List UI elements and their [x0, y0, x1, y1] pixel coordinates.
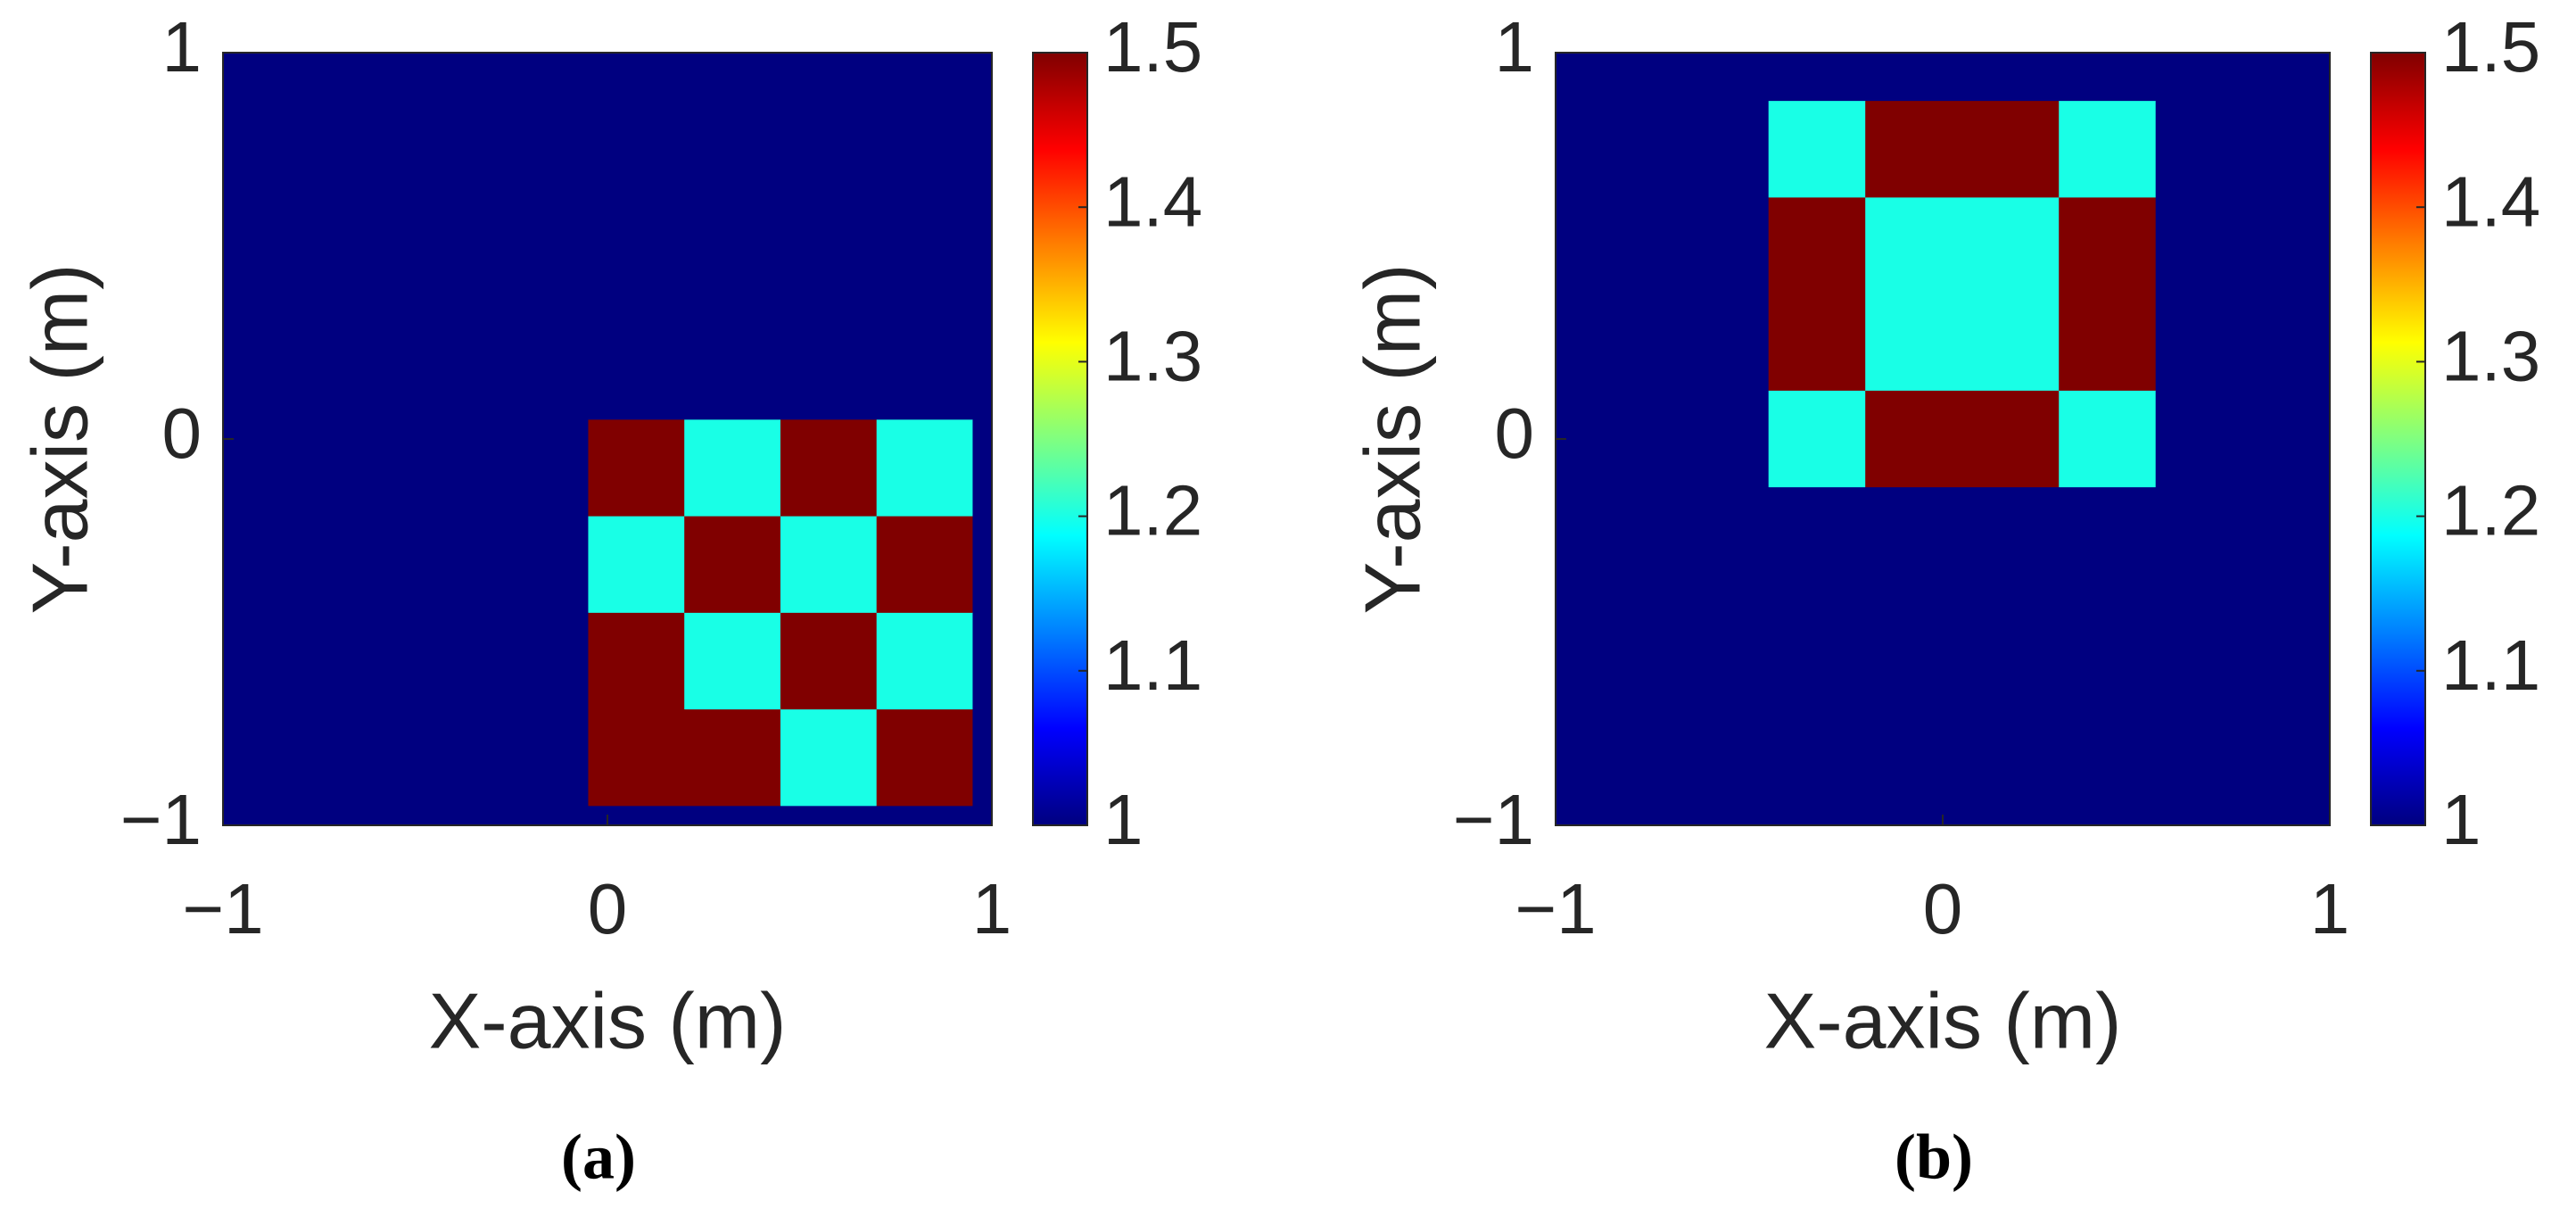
- colorbar-tick-label: 1.5: [1103, 7, 1202, 87]
- heatmap-cell: [972, 516, 993, 614]
- heatmap-cell: [876, 53, 973, 420]
- heatmap-cell: [972, 709, 993, 807]
- heatmap-cell: [2155, 390, 2331, 488]
- heatmap-cell: [223, 419, 589, 517]
- heatmap-cell: [1556, 487, 1770, 826]
- colorbar-tick-label: 1.3: [1103, 317, 1202, 396]
- heatmap-cell: [684, 709, 781, 807]
- heatmap-cell: [876, 709, 973, 807]
- heatmap-cell: [972, 53, 993, 420]
- heatmap-cell: [1556, 101, 1770, 198]
- heatmap-cell: [972, 806, 993, 826]
- x-tick-label: 0: [588, 869, 628, 948]
- x-axis-label: X-axis (m): [1764, 976, 2122, 1064]
- heatmap-cell: [2155, 101, 2331, 198]
- caption: (a): [561, 1122, 636, 1193]
- heatmap-cell: [1556, 197, 1770, 392]
- heatmap-cell: [1768, 390, 1866, 488]
- heatmap-cell: [2059, 197, 2157, 392]
- heatmap-cell: [876, 806, 973, 826]
- y-tick-label: 1: [1495, 7, 1535, 87]
- colorbar-tick-label: 1: [2441, 780, 2481, 859]
- heatmap-cell: [876, 612, 973, 710]
- y-axis-label: Y-axis (m): [15, 264, 103, 615]
- heatmap-cell: [2059, 487, 2157, 826]
- colorbar-tick-label: 1: [1103, 780, 1144, 859]
- heatmap-cell: [972, 612, 993, 710]
- heatmap-cell: [1556, 390, 1770, 488]
- heatmap-cell: [684, 419, 781, 517]
- x-tick-label: 1: [972, 869, 1012, 948]
- colorbar: [1032, 52, 1088, 826]
- x-tick-label: 0: [1923, 869, 1963, 948]
- heatmap-cell: [223, 806, 589, 826]
- heatmap-cell: [2059, 101, 2157, 198]
- x-tick-label: −1: [182, 869, 263, 948]
- heatmap-cell: [780, 806, 878, 826]
- heatmap-cell: [780, 612, 878, 710]
- heatmap-cell: [684, 612, 781, 710]
- heatmap-cell: [588, 516, 685, 614]
- heatmap-cell: [588, 612, 685, 710]
- heatmap-cell: [780, 53, 878, 420]
- colorbar-tick-label: 1.1: [2441, 625, 2540, 705]
- heatmap-cell: [1768, 101, 1866, 198]
- heatmap-cell: [2155, 487, 2331, 826]
- x-tick-label: 1: [2310, 869, 2350, 948]
- y-tick-label: 0: [162, 393, 202, 473]
- heatmap-cell: [780, 709, 878, 807]
- heatmap-cell: [1865, 390, 2060, 488]
- y-axis-label: Y-axis (m): [1348, 264, 1436, 615]
- heatmap-cell: [588, 419, 685, 517]
- heatmap-cell: [223, 53, 589, 420]
- heatmap-cell: [1865, 197, 2060, 392]
- heatmap-cell: [223, 709, 589, 807]
- heatmap-cell: [1768, 197, 1866, 392]
- y-tick-label: 0: [1495, 393, 1535, 473]
- heatmap-cell: [972, 419, 993, 517]
- heatmap-cell: [1865, 101, 2060, 198]
- y-tick-label: −1: [120, 780, 202, 859]
- heatmap-cell: [2059, 53, 2157, 102]
- colorbar-tick-label: 1.2: [1103, 471, 1202, 551]
- heatmap-cell: [2059, 390, 2157, 488]
- colorbar-tick-label: 1.1: [1103, 625, 1202, 705]
- heatmap-cell: [780, 516, 878, 614]
- heatmap-cell: [684, 53, 781, 420]
- y-tick-label: −1: [1453, 780, 1534, 859]
- heatmap-cell: [1768, 53, 1866, 102]
- x-axis-label: X-axis (m): [429, 976, 787, 1064]
- heatmap-cell: [588, 806, 685, 826]
- heatmap-cell: [1865, 53, 2060, 102]
- heatmap-cell: [1556, 53, 1770, 102]
- colorbar-tick-label: 1.3: [2441, 317, 2540, 396]
- heatmap-cell: [2155, 53, 2331, 102]
- heatmap-cell: [588, 709, 685, 807]
- heatmap-cell: [876, 419, 973, 517]
- heatmap-cell: [876, 516, 973, 614]
- heatmap-cell: [684, 516, 781, 614]
- caption: (b): [1895, 1122, 1973, 1193]
- colorbar: [2370, 52, 2426, 826]
- heatmap-cell: [684, 806, 781, 826]
- heatmap-cell: [780, 419, 878, 517]
- heatmap-cell: [1768, 487, 1866, 826]
- x-tick-label: −1: [1515, 869, 1596, 948]
- heatmap-cell: [588, 53, 685, 420]
- heatmap-cell: [2155, 197, 2331, 392]
- colorbar-tick-label: 1.2: [2441, 471, 2540, 551]
- heatmap-cell: [1865, 487, 2060, 826]
- y-tick-label: 1: [162, 7, 202, 87]
- colorbar-tick-label: 1.4: [1103, 161, 1202, 241]
- heatmap-cell: [223, 516, 589, 614]
- colorbar-tick-label: 1.5: [2441, 7, 2540, 87]
- heatmap-cell: [223, 612, 589, 710]
- colorbar-tick-label: 1.4: [2441, 161, 2540, 241]
